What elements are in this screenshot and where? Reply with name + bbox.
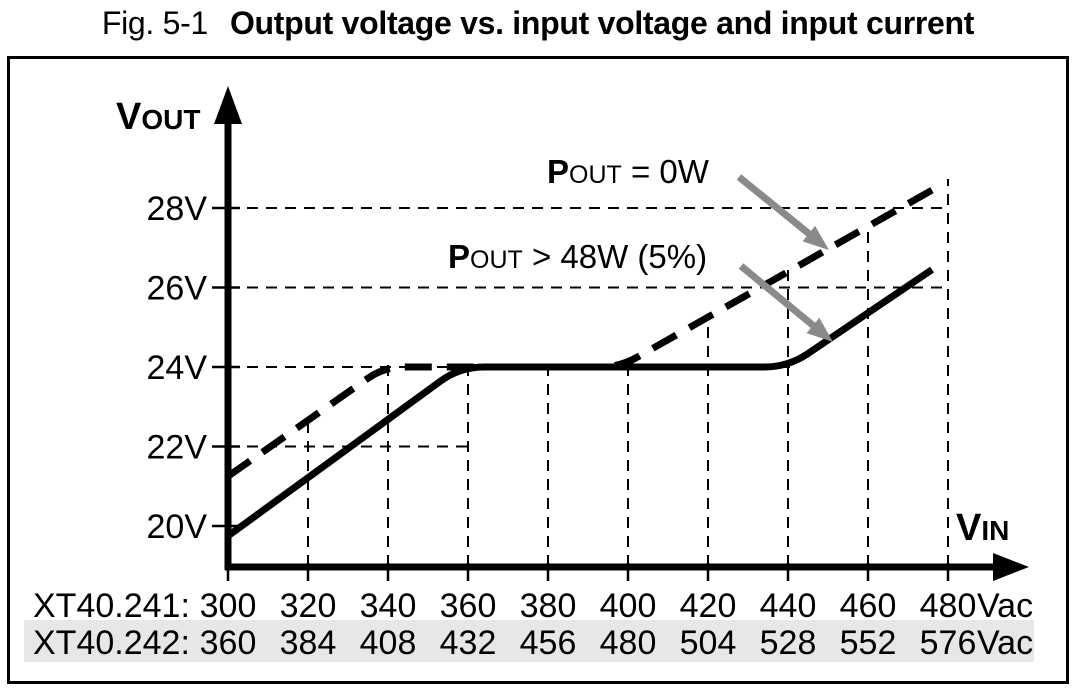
y-axis-label-vout: VOUT bbox=[116, 96, 200, 138]
x-tick-label-row2-576: 576 bbox=[920, 624, 977, 662]
x-tick-label-row1-380: 380 bbox=[520, 587, 577, 625]
series-pout-48w-curve bbox=[225, 266, 934, 539]
figure-title: Output voltage vs. input voltage and inp… bbox=[229, 4, 975, 41]
x-tick-label-row1-400: 400 bbox=[600, 587, 657, 625]
x-tick-label-row1-420: 420 bbox=[680, 587, 737, 625]
annotation-arrow-48w-line bbox=[738, 263, 819, 331]
y-tick-label-26V: 26V bbox=[147, 270, 208, 308]
x-tick-label-row1-320: 320 bbox=[280, 587, 337, 625]
x-tick-label-row2-360: 360 bbox=[200, 624, 257, 662]
x-axis-label-vin: VIN bbox=[956, 507, 1009, 549]
x-tick-label-row1-300: 300 bbox=[200, 587, 257, 625]
x-tick-label-row2-384: 384 bbox=[280, 624, 337, 662]
x-tick-label-row2-456: 456 bbox=[520, 624, 577, 662]
xt40-242-band bbox=[24, 620, 1034, 662]
x-tick-label-row1-340: 340 bbox=[360, 587, 417, 625]
x-tick-label-row1-440: 440 bbox=[760, 587, 817, 625]
x-tick-label-row1-480: 480 bbox=[920, 587, 977, 625]
x-tick-label-row2-408: 408 bbox=[360, 624, 417, 662]
x-tick-label-row2-528: 528 bbox=[760, 624, 817, 662]
figure-number: Fig. 5-1 bbox=[101, 4, 208, 41]
x-row-unit-row2: Vac bbox=[977, 624, 1033, 662]
x-tick-label-row2-480: 480 bbox=[600, 624, 657, 662]
annotation-pout-48w: POUT > 48W (5%) bbox=[448, 238, 707, 275]
figure-caption: Fig. 5-1 Output voltage vs. input voltag… bbox=[0, 1, 1076, 45]
x-row-model-xt40-242: XT40.242: bbox=[33, 624, 190, 662]
y-tick-label-20V: 20V bbox=[147, 508, 208, 546]
x-axis-arrowhead bbox=[993, 553, 1029, 581]
y-tick-label-28V: 28V bbox=[147, 190, 208, 228]
annotation-arrow-0w-line bbox=[736, 174, 815, 239]
y-tick-label-22V: 22V bbox=[147, 429, 208, 467]
annotation-arrow-48w-head bbox=[806, 317, 833, 342]
x-tick-label-row2-552: 552 bbox=[840, 624, 897, 662]
x-row-unit-row1: Vac bbox=[977, 587, 1033, 625]
x-tick-label-row2-504: 504 bbox=[680, 624, 737, 662]
x-tick-label-row2-432: 432 bbox=[440, 624, 497, 662]
y-tick-label-24V: 24V bbox=[147, 349, 208, 387]
x-tick-label-row1-360: 360 bbox=[440, 587, 497, 625]
y-axis-arrowhead bbox=[214, 86, 242, 124]
x-row-model-xt40-241: XT40.241: bbox=[33, 587, 190, 625]
annotation-pout-0w: POUT = 0W bbox=[547, 153, 710, 190]
annotation-arrow-0w-head bbox=[802, 225, 829, 250]
x-tick-label-row1-460: 460 bbox=[840, 587, 897, 625]
